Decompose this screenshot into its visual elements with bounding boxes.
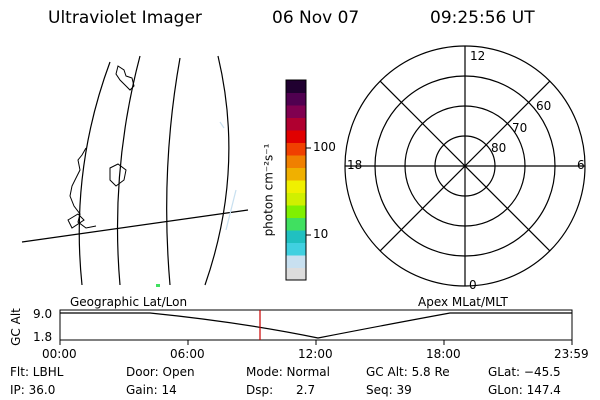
emission-traces — [219, 121, 237, 231]
polar-diagonal — [379, 80, 551, 252]
colorbar-cell — [286, 230, 306, 243]
colorbar-cell — [286, 205, 306, 218]
map-grid-arc — [78, 61, 111, 286]
colorbar-cell — [286, 255, 306, 268]
colorbar-cell — [286, 80, 306, 93]
dsp-value: 2.7 — [296, 383, 316, 397]
app-title: Ultraviolet Imager — [48, 8, 202, 28]
map-grid-arc — [204, 55, 230, 286]
colorbar-tick-10: 10 — [313, 227, 329, 241]
emission-pixel — [156, 284, 160, 287]
orbit-right-label: Apex MLat/MLT — [418, 295, 508, 309]
orbit-y-tick-low: 1.8 — [33, 330, 53, 344]
colorbar-cell — [286, 130, 306, 143]
orbit-x-tick-label-1: 06:00 — [170, 347, 205, 361]
colorbar-cell — [286, 117, 306, 131]
lat-label-70: 70 — [512, 121, 528, 135]
colorbar-cell — [286, 242, 306, 256]
colorbar-cell — [286, 155, 306, 168]
orbit-y-tick-high: 9.0 — [33, 307, 53, 321]
colorbar-cell — [286, 217, 306, 231]
door-status: Door: Open — [126, 365, 195, 379]
colorbar-cell — [286, 142, 306, 156]
orbit-x-tick-label-3: 18:00 — [426, 347, 461, 361]
orbit-left-label: Geographic Lat/Lon — [70, 295, 188, 309]
gc-alt-status: GC Alt: 5.8 Re — [366, 365, 450, 379]
glat-status: GLat: −45.5 — [488, 365, 561, 379]
orbit-x-tick-label-4: 23:59 — [554, 347, 589, 361]
orbit-x-tick-label-0: 00:00 — [42, 347, 77, 361]
colorbar-cell — [286, 105, 306, 118]
mlt-label-12: 12 — [470, 49, 486, 63]
mlt-label-0: 0 — [469, 278, 477, 292]
colorbar-cell — [286, 167, 306, 181]
filter-status: Flt: LBHL — [10, 365, 64, 379]
coastline — [67, 65, 135, 229]
colorbar-cell — [286, 192, 306, 206]
time-label: 09:25:56 UT — [430, 8, 535, 28]
orbit-x-tick-label-2: 12:00 — [298, 347, 333, 361]
dsp-label: Dsp: — [246, 383, 274, 397]
map-latitude-line — [21, 209, 249, 243]
map-grid-arc — [166, 57, 181, 286]
colorbar-cell — [286, 92, 306, 106]
colorbar-cell — [286, 180, 306, 193]
date-label: 06 Nov 07 — [272, 8, 360, 28]
orbit-altitude-curve — [60, 312, 572, 339]
colorbar-cell — [286, 267, 306, 281]
gain-status: Gain: 14 — [126, 383, 177, 397]
colorbar-tick-100: 100 — [313, 140, 336, 154]
lat-label-80: 80 — [491, 141, 507, 155]
lat-label-60: 60 — [536, 99, 552, 113]
mlt-label-18: 18 — [347, 158, 363, 172]
mlt-label-6: 6 — [577, 158, 585, 172]
glon-status: GLon: 147.4 — [488, 383, 561, 397]
seq-status: Seq: 39 — [366, 383, 412, 397]
ip-status: IP: 36.0 — [10, 383, 56, 397]
mode-status: Mode: Normal — [246, 365, 330, 379]
